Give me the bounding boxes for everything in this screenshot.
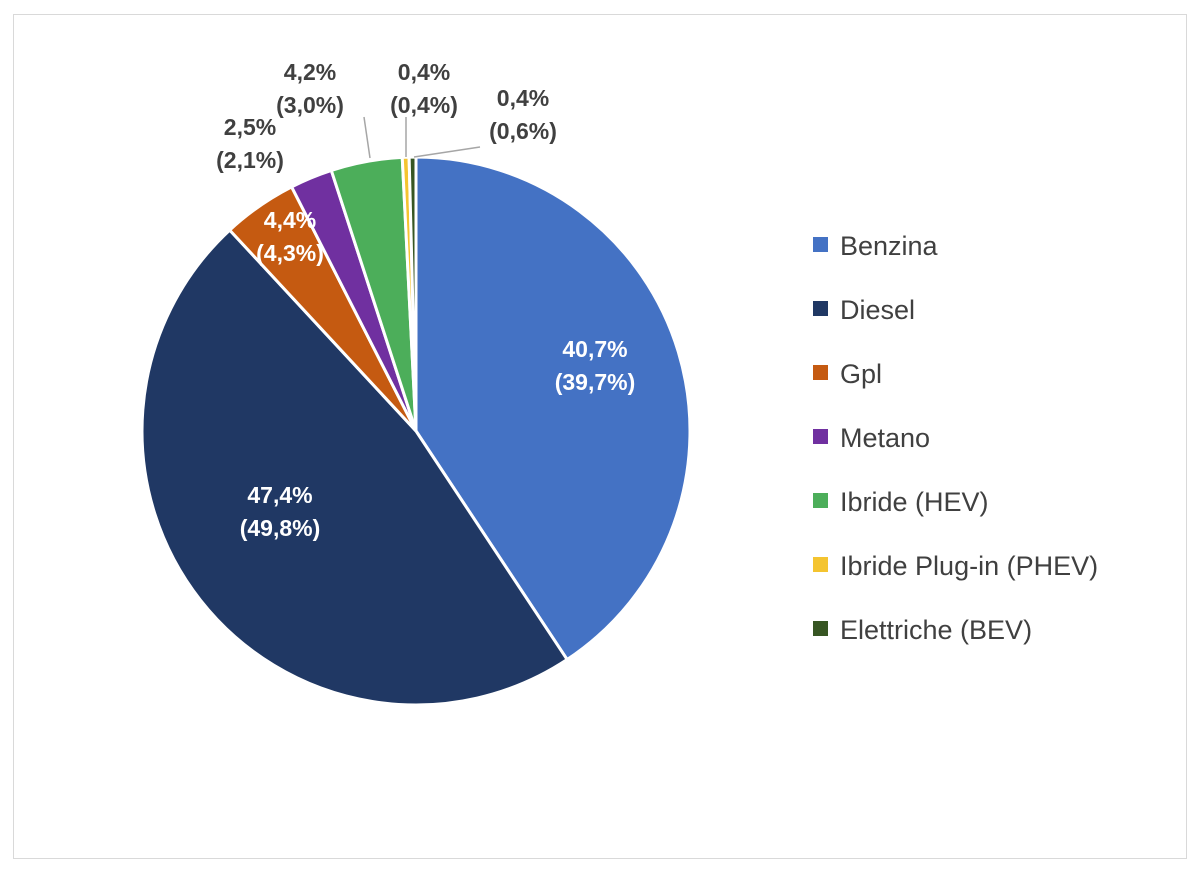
legend-swatch	[813, 429, 828, 444]
legend-entry: Ibride (HEV)	[840, 487, 989, 517]
leader-line	[363, 116, 371, 159]
legend-entry: Ibride Plug-in (PHEV)	[840, 551, 1098, 581]
data-sublabel: (49,8%)	[240, 515, 321, 541]
legend-entry: Elettriche (BEV)	[840, 615, 1032, 645]
data-label: 4,2%	[284, 59, 336, 85]
data-label: 47,4%	[247, 482, 312, 508]
data-label: 2,5%	[224, 114, 276, 140]
legend-swatch	[813, 301, 828, 316]
chart-frame	[13, 14, 1187, 859]
leader-line	[413, 146, 481, 158]
legend-swatch	[813, 237, 828, 252]
legend-swatch	[813, 493, 828, 508]
data-sublabel: (0,4%)	[390, 92, 458, 118]
legend-swatch	[813, 365, 828, 380]
data-label: 0,4%	[398, 59, 450, 85]
data-sublabel: (3,0%)	[276, 92, 344, 118]
legend-swatch	[813, 557, 828, 572]
data-label: 0,4%	[497, 85, 549, 111]
legend-entry: Metano	[840, 423, 930, 453]
data-sublabel: (2,1%)	[216, 147, 284, 173]
data-label: 40,7%	[562, 336, 627, 362]
data-sublabel: (0,6%)	[489, 118, 557, 144]
legend-entry: Diesel	[840, 295, 915, 325]
legend-entry: Benzina	[840, 231, 939, 261]
data-sublabel: (39,7%)	[555, 369, 636, 395]
pie-slice-1	[140, 227, 570, 707]
legend-swatch	[813, 621, 828, 636]
data-sublabel: (4,3%)	[256, 240, 324, 266]
legend-entry: Gpl	[840, 359, 882, 389]
data-label: 4,4%	[264, 207, 316, 233]
